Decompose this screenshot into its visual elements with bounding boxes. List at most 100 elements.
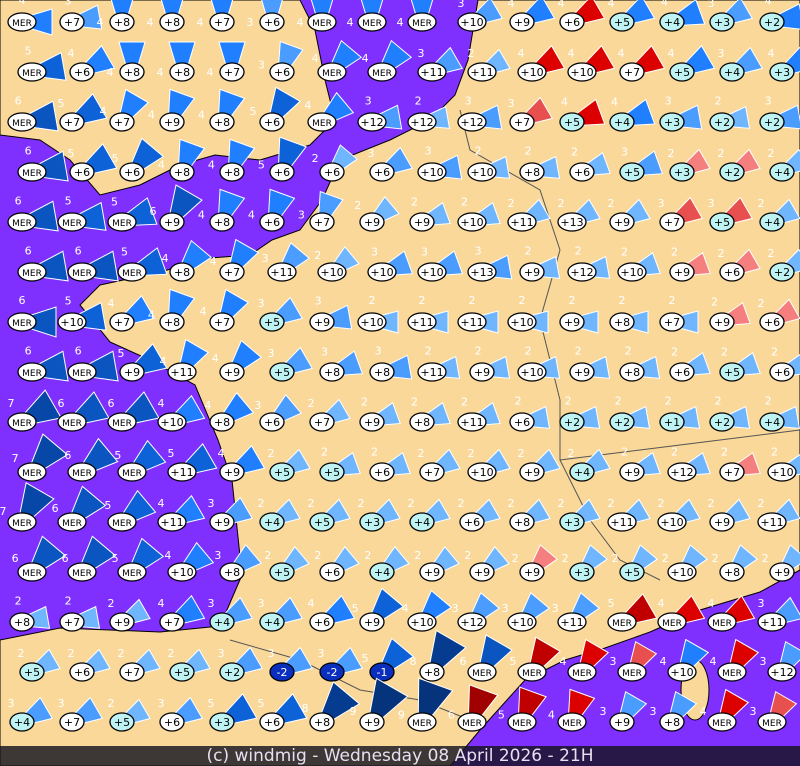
temperature-bubble xyxy=(457,412,487,432)
wind-force-label: 2 xyxy=(771,445,778,458)
station: 5 MER xyxy=(117,245,168,282)
station: 2+9 xyxy=(669,245,711,282)
temperature-label: -2 xyxy=(327,666,338,679)
station: 2+9 xyxy=(519,244,561,282)
station: 2+3 xyxy=(558,497,601,532)
wind-force-label: 4 xyxy=(164,549,171,562)
station: 2+9 xyxy=(464,546,510,582)
wind-force-label: 2 xyxy=(758,197,765,210)
station: 6 MER xyxy=(67,244,119,282)
temperature-label: +6 xyxy=(514,416,530,429)
station: 2+5 xyxy=(18,647,61,682)
temperature-label: +7 xyxy=(214,16,230,29)
temperature-bubble xyxy=(767,462,797,482)
wind-force-label: 2 xyxy=(461,395,468,408)
wind-force-label: 4 xyxy=(147,16,154,29)
wind-force-label: 2 xyxy=(415,94,422,107)
station: 3 +10 xyxy=(417,245,464,282)
temperature-bubble xyxy=(419,562,445,582)
wind-force-label: 3 xyxy=(599,705,606,718)
temperature-bubble xyxy=(407,12,437,32)
temperature-label: MER xyxy=(712,619,732,629)
temperature-label: +6 xyxy=(124,166,140,179)
temperature-bubble xyxy=(719,162,745,182)
station: 5 MER xyxy=(17,44,67,82)
temperature-label: +13 xyxy=(470,266,493,279)
station: 8 +8 xyxy=(302,681,361,732)
station: 2+9 xyxy=(569,344,611,382)
wind-force-label: 4 xyxy=(297,16,304,29)
temperature-bubble xyxy=(557,612,587,632)
temperature-bubble xyxy=(467,262,497,282)
station: 3 +12 xyxy=(759,640,800,682)
temperature-bubble xyxy=(109,12,135,32)
temperature-label: +3 xyxy=(364,516,380,529)
wind-force-label: 2 xyxy=(515,394,522,407)
station: 4 +8 xyxy=(107,41,146,82)
station: 4 +7 xyxy=(197,0,235,32)
temperature-label: +6 xyxy=(764,316,780,329)
station: 2+4 xyxy=(408,497,451,532)
temperature-bubble xyxy=(209,512,235,532)
temperature-label: +4 xyxy=(614,116,630,129)
wind-force-label: 3 xyxy=(552,602,559,615)
station: 5 MER xyxy=(509,636,561,682)
station: 3 +10 xyxy=(457,0,504,32)
temperature-label: +8 xyxy=(414,416,430,429)
station: 3+7 xyxy=(508,96,554,132)
temperature-label: +9 xyxy=(224,466,240,479)
wind-force-label: 2 xyxy=(662,552,669,565)
station: 2+8 xyxy=(508,497,551,532)
station: 3+11 xyxy=(552,592,601,632)
wind-force-label: 4 xyxy=(558,0,565,10)
wind-force-label: 4 xyxy=(362,52,369,65)
temperature-bubble xyxy=(669,62,695,82)
wind-force-label: 3 xyxy=(365,94,372,107)
station: 5+7 xyxy=(58,93,108,132)
station: 4 +5 xyxy=(559,95,606,132)
temperature-label: +11 xyxy=(470,66,493,79)
station: 2 +10 xyxy=(467,144,511,182)
temperature-label: +10 xyxy=(660,516,683,529)
temperature-bubble xyxy=(17,562,47,582)
temperature-label: +4 xyxy=(774,166,790,179)
temperature-bubble xyxy=(17,62,47,82)
temperature-bubble xyxy=(469,362,495,382)
temperature-label: +10 xyxy=(60,316,83,329)
station: 2+4 xyxy=(759,394,800,432)
wind-force-label: 3 xyxy=(458,0,465,10)
station: 3 +6 xyxy=(258,40,304,82)
temperature-label: +10 xyxy=(570,66,593,79)
wind-force-label: 4 xyxy=(518,47,525,60)
temperature-bubble xyxy=(517,362,547,382)
wind-force-label: 2 xyxy=(615,394,622,407)
station: 2+2 xyxy=(768,247,800,282)
station: 4+10 xyxy=(157,394,206,432)
temperature-bubble xyxy=(457,212,487,232)
temperature-label: +7 xyxy=(164,616,180,629)
wind-force-label: 2 xyxy=(558,197,565,210)
station: 3+5 xyxy=(258,296,304,332)
temperature-bubble xyxy=(659,312,685,332)
station: 2 +10 xyxy=(767,445,800,482)
wind-force-label: 6 xyxy=(75,244,82,257)
temperature-label: MER xyxy=(22,69,42,79)
wind-force-label: 3 xyxy=(315,294,322,307)
station: 5+11 xyxy=(167,443,218,482)
wind-force-label: 4 xyxy=(608,0,615,10)
temperature-label: MER xyxy=(662,619,682,629)
station: 2+3 xyxy=(358,497,401,532)
temperature-label: +4 xyxy=(264,616,280,629)
wind-force-label: 3 xyxy=(421,245,428,258)
temperature-bubble xyxy=(667,462,697,482)
wind-force-label: 4 xyxy=(158,597,165,610)
station: 5+3 xyxy=(208,693,258,732)
wind-force-label: 3 xyxy=(465,94,472,107)
wind-force-label: 4 xyxy=(397,16,404,29)
station: 2 +10 xyxy=(517,344,561,382)
temperature-label: MER xyxy=(72,369,92,379)
wind-force-label: 5 xyxy=(104,499,111,512)
temperature-bubble xyxy=(559,112,585,132)
temperature-label: +2 xyxy=(564,416,580,429)
wind-force-label: 6 xyxy=(459,655,466,668)
